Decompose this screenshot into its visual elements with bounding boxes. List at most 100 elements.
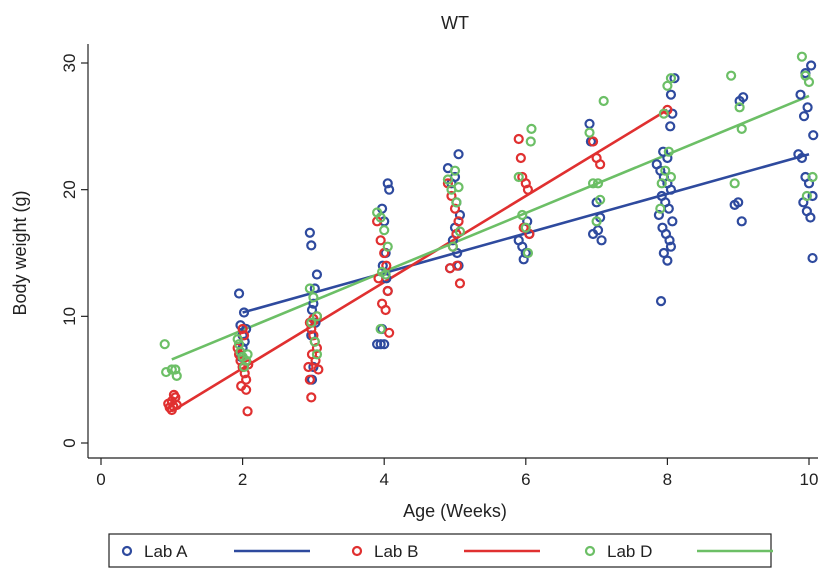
data-point-lab-a bbox=[655, 296, 667, 307]
data-point-lab-a bbox=[304, 227, 315, 238]
data-point-lab-d bbox=[171, 370, 182, 381]
data-point-lab-d bbox=[170, 364, 181, 375]
data-point-lab-a bbox=[308, 298, 319, 309]
x-tick-label: 10 bbox=[800, 470, 819, 489]
legend-label-lab-a: Lab A bbox=[144, 542, 188, 561]
data-point-lab-a bbox=[238, 307, 250, 318]
data-point-lab-a bbox=[662, 255, 673, 266]
data-point-lab-d bbox=[311, 349, 323, 360]
data-point-lab-a bbox=[807, 190, 818, 202]
data-point-lab-a bbox=[665, 89, 677, 100]
data-point-lab-d bbox=[513, 171, 524, 183]
data-point-lab-b bbox=[515, 152, 526, 164]
data-point-lab-d bbox=[306, 317, 317, 328]
x-tick-label: 2 bbox=[238, 470, 247, 489]
data-point-lab-a bbox=[587, 228, 599, 240]
data-point-lab-a bbox=[311, 269, 323, 280]
data-point-lab-d bbox=[729, 178, 740, 189]
data-point-lab-d bbox=[655, 203, 666, 214]
data-point-lab-d bbox=[525, 136, 536, 147]
data-point-lab-d bbox=[796, 51, 808, 62]
data-point-lab-a bbox=[665, 121, 676, 132]
data-point-lab-b bbox=[384, 327, 395, 338]
data-point-lab-d bbox=[520, 222, 531, 233]
data-point-lab-d bbox=[380, 269, 391, 280]
data-point-lab-a bbox=[798, 111, 810, 122]
data-point-lab-d bbox=[375, 212, 386, 223]
data-point-lab-b bbox=[444, 263, 456, 274]
data-point-lab-a bbox=[802, 102, 813, 113]
data-point-lab-d bbox=[801, 190, 812, 202]
data-point-lab-a bbox=[669, 73, 680, 84]
data-point-lab-b bbox=[522, 184, 534, 195]
legend-marker-lab-d bbox=[584, 545, 596, 557]
data-point-lab-a bbox=[667, 216, 678, 227]
data-point-lab-d bbox=[598, 95, 609, 107]
data-point-lab-a bbox=[796, 152, 808, 164]
data-point-lab-b bbox=[306, 392, 317, 403]
data-point-lab-a bbox=[805, 212, 816, 223]
data-point-lab-b bbox=[237, 323, 248, 335]
data-point-lab-d bbox=[379, 225, 390, 236]
data-point-lab-d bbox=[159, 339, 170, 350]
data-point-lab-d bbox=[517, 209, 528, 221]
data-point-lab-a bbox=[808, 130, 819, 141]
fit-line-lab-b bbox=[171, 108, 669, 413]
data-point-lab-b bbox=[587, 136, 599, 147]
data-point-lab-d bbox=[375, 323, 386, 335]
data-point-lab-d bbox=[382, 241, 393, 252]
data-point-lab-b bbox=[382, 285, 393, 297]
data-point-lab-b bbox=[242, 406, 253, 417]
data-point-lab-b bbox=[168, 389, 180, 400]
data-point-lab-d bbox=[587, 178, 599, 189]
data-point-lab-d bbox=[238, 361, 250, 373]
data-point-lab-a bbox=[795, 89, 806, 100]
legend-label-lab-d: Lab D bbox=[607, 542, 652, 561]
legend: Lab A Lab B Lab D bbox=[108, 533, 773, 568]
data-point-lab-a bbox=[375, 339, 386, 350]
data-point-lab-d bbox=[304, 283, 315, 294]
data-point-lab-a bbox=[584, 118, 595, 129]
x-tick-label: 8 bbox=[663, 470, 672, 489]
data-point-lab-d bbox=[803, 76, 815, 88]
data-point-lab-d bbox=[660, 165, 671, 176]
data-point-lab-d bbox=[665, 73, 677, 84]
data-point-lab-a bbox=[453, 149, 464, 160]
data-point-lab-b bbox=[239, 368, 250, 379]
data-point-lab-a bbox=[596, 235, 607, 246]
data-point-lab-d bbox=[656, 178, 667, 189]
data-point-lab-d bbox=[442, 174, 454, 185]
data-point-lab-d bbox=[807, 171, 818, 183]
data-point-lab-d bbox=[584, 127, 595, 138]
data-point-lab-b bbox=[304, 374, 315, 385]
x-tick-label: 6 bbox=[521, 470, 530, 489]
data-point-lab-d bbox=[447, 241, 458, 252]
fit-line-lab-d bbox=[171, 94, 810, 361]
data-point-lab-b bbox=[308, 330, 319, 341]
fit-lines bbox=[171, 94, 810, 413]
legend-marker-lab-b bbox=[351, 545, 363, 557]
data-point-lab-b bbox=[454, 278, 466, 289]
data-point-lab-b bbox=[166, 404, 177, 416]
data-point-lab-a bbox=[653, 209, 665, 221]
data-point-lab-b bbox=[241, 374, 252, 385]
data-point-lab-b bbox=[241, 384, 252, 395]
legend-box bbox=[108, 533, 772, 568]
data-point-lab-b bbox=[310, 355, 321, 366]
data-point-lab-b bbox=[513, 133, 524, 145]
data-point-lab-a bbox=[807, 252, 818, 264]
data-point-lab-d bbox=[451, 197, 462, 208]
data-point-lab-d bbox=[232, 334, 243, 345]
data-point-lab-d bbox=[663, 146, 674, 157]
data-point-lab-a bbox=[306, 240, 317, 251]
data-point-lab-a bbox=[806, 60, 817, 71]
y-axis-title: Body weight (g) bbox=[10, 190, 30, 315]
y-tick-label: 10 bbox=[60, 307, 79, 326]
data-point-lab-a bbox=[729, 199, 740, 210]
data-point-lab-b bbox=[595, 159, 606, 170]
data-point-lab-d bbox=[522, 247, 534, 259]
data-point-lab-b bbox=[313, 364, 324, 375]
data-point-lab-d bbox=[736, 123, 747, 134]
data-point-lab-b bbox=[453, 216, 464, 227]
